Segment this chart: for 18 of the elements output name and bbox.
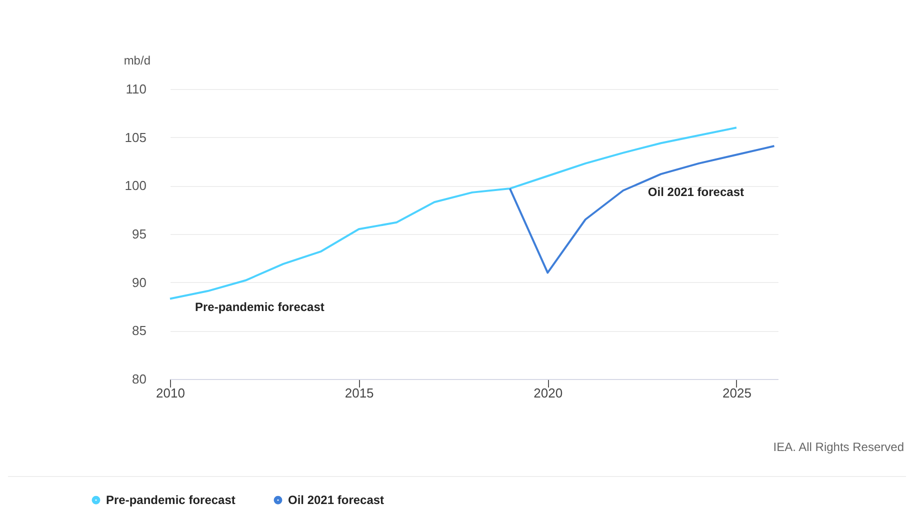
y-tick-label: 95: [132, 226, 146, 242]
text: IEA. All Rights Reserved: [773, 440, 904, 454]
line-series: [508, 145, 776, 274]
y-tick-label: 105: [124, 130, 146, 145]
legend-label: Pre-pandemic forecast: [106, 493, 236, 508]
x-tick-label: 2015: [344, 386, 374, 400]
legend-label: Oil 2021 forecast: [288, 493, 384, 508]
y-tick-label: 85: [132, 323, 146, 338]
y-tick-label: 80: [132, 372, 146, 386]
y-tick-label: 100: [124, 178, 146, 194]
text: Oil 2021 forecast: [648, 185, 744, 200]
x-tick-label: 2025: [722, 386, 752, 400]
x-tick-label: 2010: [156, 386, 185, 400]
x-tick-label: 2020: [534, 386, 563, 400]
y-axis-title: mb/d: [124, 54, 150, 68]
y-tick-label: 90: [132, 274, 146, 290]
y-tick-label: 110: [126, 82, 146, 96]
text: Pre-pandemic forecast: [195, 300, 324, 314]
